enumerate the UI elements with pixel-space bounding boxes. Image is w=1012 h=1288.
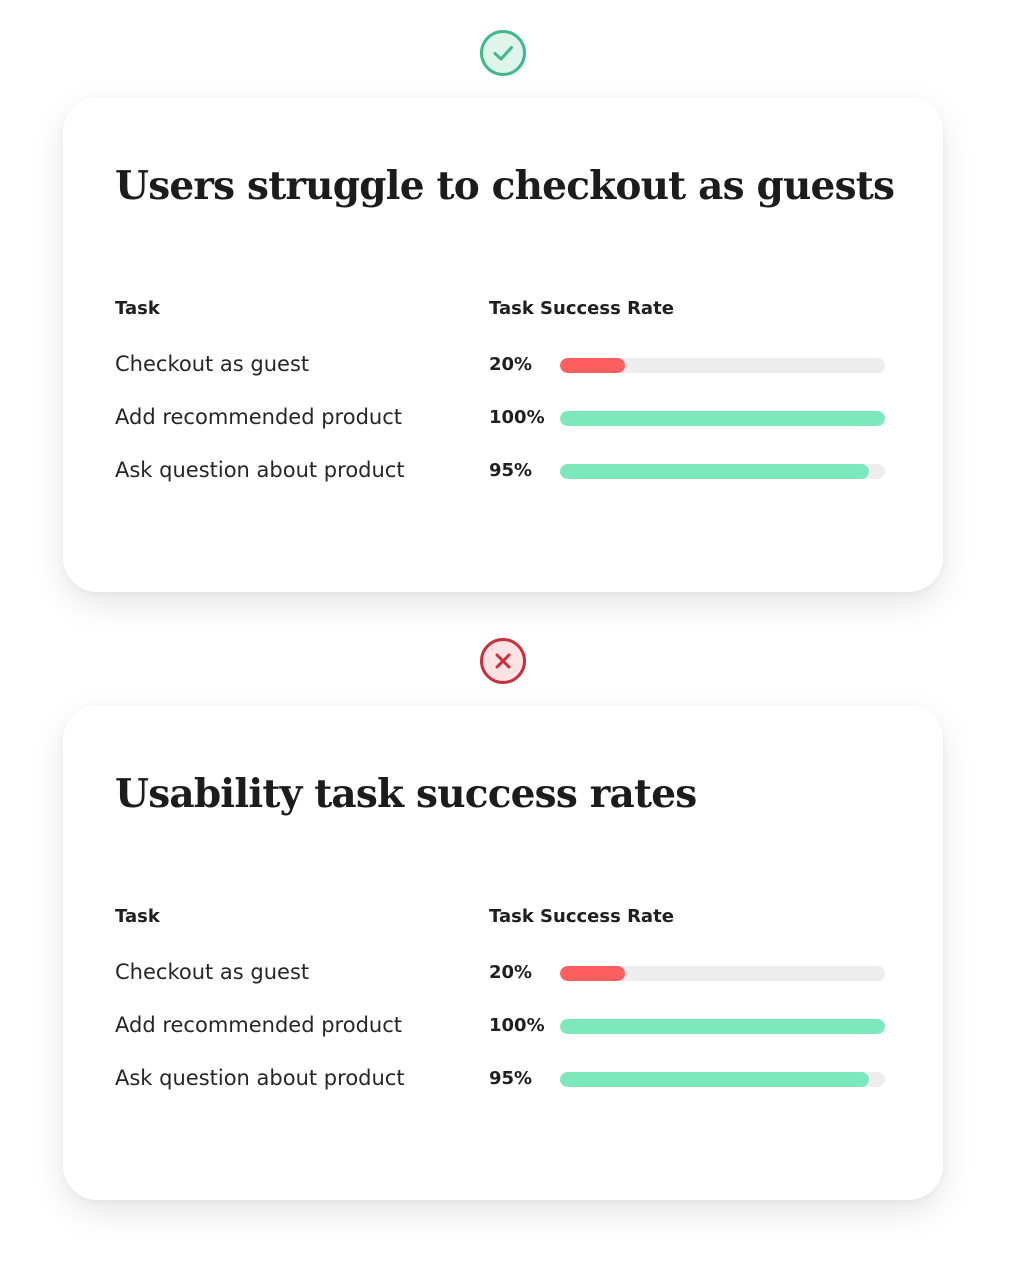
task-name: Add recommended product <box>115 1013 402 1037</box>
x-circle-icon <box>480 638 526 684</box>
progress-fill <box>560 966 625 981</box>
task-row: Checkout as guest 20% <box>63 954 943 994</box>
progress-track <box>560 966 885 981</box>
card-title: Users struggle to checkout as guests <box>115 163 895 209</box>
check-circle-icon <box>480 30 526 76</box>
progress-track <box>560 358 885 373</box>
task-success-value: 20% <box>489 354 533 375</box>
insight-card-good: Users struggle to checkout as guests Tas… <box>63 97 943 592</box>
task-row: Ask question about product 95% <box>63 452 943 492</box>
task-name: Checkout as guest <box>115 960 310 984</box>
column-header-task: Task <box>115 906 160 927</box>
task-success-value: 20% <box>489 962 533 983</box>
task-success-value: 100% <box>489 1015 545 1036</box>
task-row: Add recommended product 100% <box>63 1007 943 1047</box>
task-name: Ask question about product <box>115 458 405 482</box>
task-name: Add recommended product <box>115 405 402 429</box>
progress-track <box>560 1019 885 1034</box>
task-name: Checkout as guest <box>115 352 310 376</box>
task-success-value: 95% <box>489 1068 533 1089</box>
checkmark-icon <box>493 46 513 61</box>
column-header-rate: Task Success Rate <box>489 906 674 927</box>
task-row: Checkout as guest 20% <box>63 346 943 386</box>
progress-fill <box>560 358 625 373</box>
column-header-task: Task <box>115 298 160 319</box>
task-row: Add recommended product 100% <box>63 399 943 439</box>
insight-card-bad: Usability task success rates Task Task S… <box>63 705 943 1200</box>
cross-icon <box>495 653 511 669</box>
task-success-value: 100% <box>489 407 545 428</box>
task-name: Ask question about product <box>115 1066 405 1090</box>
progress-track <box>560 464 885 479</box>
progress-fill <box>560 1072 869 1087</box>
progress-track <box>560 1072 885 1087</box>
progress-fill <box>560 1019 885 1034</box>
column-header-rate: Task Success Rate <box>489 298 674 319</box>
progress-fill <box>560 464 869 479</box>
progress-fill <box>560 411 885 426</box>
task-success-value: 95% <box>489 460 533 481</box>
task-row: Ask question about product 95% <box>63 1060 943 1100</box>
card-title: Usability task success rates <box>115 771 697 817</box>
progress-track <box>560 411 885 426</box>
